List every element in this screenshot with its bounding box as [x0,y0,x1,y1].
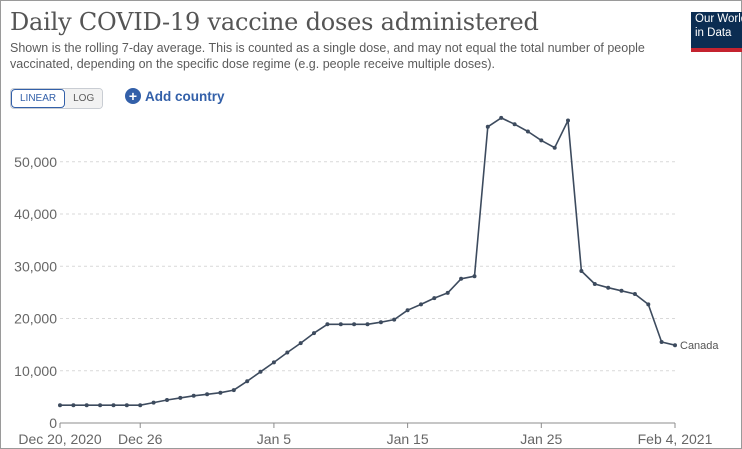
data-point [592,282,597,286]
y-tick-label: 20,000 [14,311,57,327]
data-point [646,302,651,307]
data-point [298,341,303,346]
data-point [552,145,557,150]
data-point [606,285,611,290]
data-point [619,288,624,293]
data-point [58,403,62,408]
plus-circle-icon: + [125,88,141,104]
data-point [512,122,517,127]
series-line-canada [60,117,676,407]
data-point [566,118,570,123]
data-point [459,276,464,281]
owid-logo[interactable]: Our World in Data [691,12,742,52]
chart-title: Daily COVID-19 vaccine doses administere… [10,8,539,36]
logo-line-2: in Data [695,27,732,39]
data-point [84,403,89,408]
data-point [165,398,169,402]
data-point [285,350,290,355]
add-country-button[interactable]: + Add country [125,88,225,104]
add-country-label: Add country [145,88,225,104]
data-point [218,390,223,395]
data-point [258,369,263,374]
data-point [499,115,504,120]
scale-toggle: LINEAR LOG [10,88,104,109]
x-tick-label: Dec 26 [118,431,163,447]
data-point [124,403,129,408]
data-point [539,138,544,143]
data-point [673,343,677,348]
data-point [111,403,116,408]
data-point [405,308,410,313]
series-label: Canada [680,340,719,352]
y-tick-label: 30,000 [14,258,57,274]
data-point [472,274,477,279]
data-point [659,340,664,344]
log-scale-button[interactable]: LOG [65,89,103,108]
data-point [378,320,383,325]
data-point [419,302,423,307]
x-tick-label: Jan 15 [387,431,429,447]
x-tick-label: Dec 20, 2020 [18,431,101,447]
data-point [325,322,330,327]
data-point [178,395,183,400]
y-tick-label: 0 [49,415,57,431]
data-point [205,392,210,397]
y-tick-label: 50,000 [14,154,57,170]
y-tick-label: 40,000 [14,206,57,222]
data-point [245,379,250,384]
data-point [71,403,76,408]
data-point [338,322,343,327]
data-point [579,269,584,273]
y-tick-label: 10,000 [14,363,57,379]
data-point [525,129,530,134]
x-tick-label: Jan 5 [257,431,291,447]
chart-subtitle: Shown is the rolling 7-day average. This… [10,41,645,71]
data-point [392,317,397,322]
data-point [432,296,437,301]
linear-scale-button[interactable]: LINEAR [11,89,66,108]
data-point [98,403,103,408]
data-point [271,360,276,365]
x-tick-label: Feb 4, 2021 [638,431,713,447]
data-point [365,322,370,327]
logo-line-1: Our World [695,13,742,25]
data-point [312,331,316,336]
data-point [632,292,637,296]
data-point [191,393,196,398]
data-point [231,388,236,393]
data-point [352,322,357,327]
data-point [151,400,156,405]
data-point [485,124,490,129]
x-tick-label: Jan 25 [520,431,562,447]
data-point [445,290,450,295]
data-point [138,403,143,408]
